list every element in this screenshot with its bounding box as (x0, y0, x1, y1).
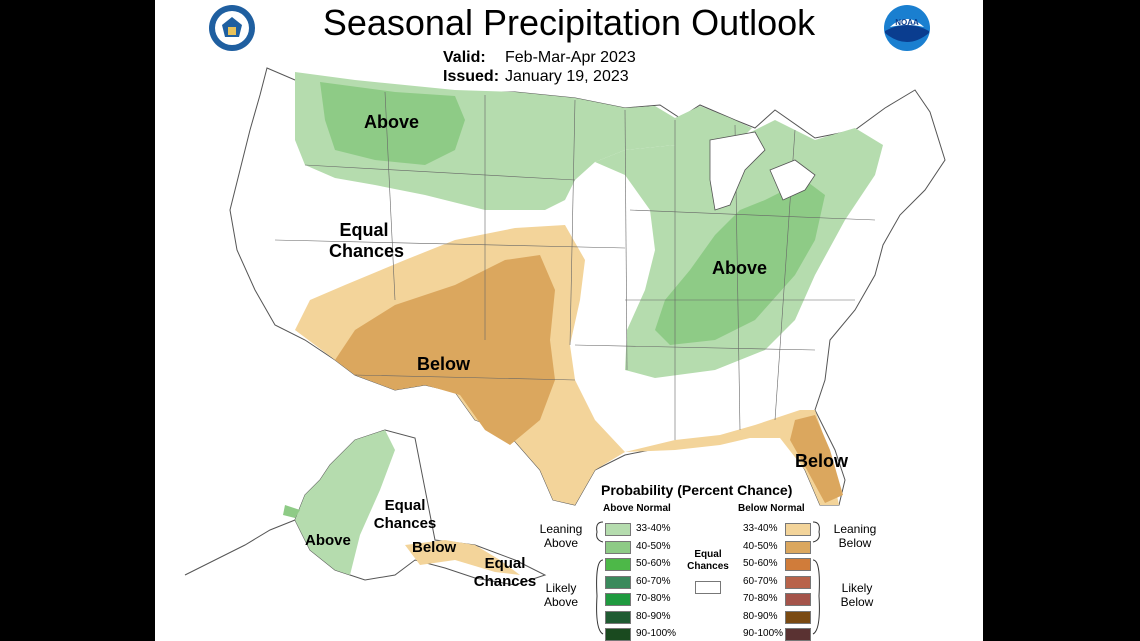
legend-leaning-below-line1: Leaning (833, 522, 877, 536)
great-lakes (709, 131, 816, 211)
legend-above-swatch (605, 593, 631, 606)
outlook-map-panel: Seasonal Precipitation Outlook Valid: Feb… (155, 0, 983, 641)
label-above-alaska: Above (305, 532, 351, 549)
legend-below-swatch (785, 628, 811, 641)
label-below-southwest: Below (417, 354, 471, 374)
state-borders (274, 91, 876, 440)
alaska-west-island (283, 505, 300, 518)
map-title: Seasonal Precipitation Outlook (322, 2, 816, 43)
label-equal-alaska: Equal Chances (373, 497, 437, 533)
legend-above-header: Above Normal (603, 503, 671, 514)
legend-below-swatch (785, 523, 811, 536)
precipitation-map (184, 67, 946, 586)
legend-likely-above-line1: Likely (545, 581, 577, 595)
alaska-above-region (295, 430, 395, 575)
legend-likely-above: Likely Above (533, 581, 589, 609)
legend-likely-below-line1: Likely (841, 581, 873, 595)
valid-label: Valid: (443, 49, 486, 66)
legend-below-range-label: 70-80% (743, 593, 778, 604)
valid-period: Valid: Feb-Mar-Apr 2023 (443, 49, 636, 67)
noaa-logo-text: NOAA (895, 18, 919, 27)
above-ohio-core (655, 180, 825, 345)
issued-value: January 19, 2023 (505, 68, 629, 85)
legend-above-range-label: 90-100% (636, 628, 677, 639)
legend-below-range-label: 40-50% (743, 540, 778, 552)
legend-equal-chances: Equal Chances (683, 549, 733, 573)
label-equal-aleutians-line2: Chances (473, 573, 537, 590)
legend-title: Probability (Percent Chance) (601, 482, 793, 498)
legend-below-range-label: 60-70% (743, 575, 778, 587)
legend-above-range-label: 70-80% (636, 593, 671, 604)
aleutians (184, 519, 296, 576)
legend-above-range-label: 33-40% (636, 523, 671, 534)
legend-above-range-label: 80-90% (636, 610, 671, 622)
legend-below-swatch (785, 593, 811, 606)
valid-value: Feb-Mar-Apr 2023 (505, 49, 636, 66)
below-southwest-core (335, 255, 555, 445)
legend-leaning-below: Leaning Below (825, 522, 885, 550)
label-above-east: Above (712, 258, 768, 278)
legend-above-swatch (605, 575, 631, 589)
legend-above-range-label: 40-50% (636, 540, 671, 552)
legend-above-swatch (605, 558, 631, 571)
legend-likely-below-line2: Below (840, 595, 874, 609)
legend-below-swatch (785, 610, 811, 624)
issued-label: Issued: (443, 68, 500, 85)
label-equal-west-line2: Chances (329, 241, 405, 261)
legend-above-swatch (605, 540, 631, 554)
legend-below-range-label: 80-90% (743, 610, 778, 622)
label-equal-west-line1: Equal (339, 220, 389, 240)
legend-below-range-label: 90-100% (743, 628, 784, 639)
legend-below-range-label: 50-60% (743, 558, 778, 569)
legend-above-range-label: 50-60% (636, 558, 671, 569)
label-equal-alaska-line1: Equal (384, 497, 426, 514)
above-northwest-core (320, 82, 465, 165)
alaska-below-region (405, 540, 520, 575)
legend-leaning-below-line2: Below (838, 536, 872, 550)
legend-below-swatch (785, 558, 811, 571)
legend-below-header: Below Normal (738, 503, 805, 514)
legend-above-range-label: 60-70% (636, 575, 671, 587)
label-equal-alaska-line2: Chances (373, 515, 437, 532)
label-below-florida: Below (795, 451, 849, 471)
legend-equal-line2: Chances (687, 561, 729, 572)
below-gulf-band (625, 410, 839, 505)
legend-below-swatch (785, 540, 811, 554)
legend-equal-swatch (695, 581, 721, 594)
label-equal-aleutians-line1: Equal (484, 555, 526, 572)
noaa-logo-icon: NOAA (884, 5, 930, 51)
legend-leaning-above-line2: Above (543, 536, 579, 550)
label-equal-aleutians: Equal Chances (472, 555, 538, 591)
legend-below-swatch (785, 575, 811, 589)
legend-below-braces (812, 521, 820, 635)
legend-above-swatch (605, 628, 631, 641)
legend-below-range-label: 33-40% (743, 523, 778, 534)
label-above-northwest: Above (364, 112, 420, 132)
legend-likely-above-line2: Above (543, 595, 579, 609)
legend-leaning-above-line1: Leaning (539, 522, 583, 536)
issued-date: Issued: January 19, 2023 (443, 68, 629, 86)
legend-above-swatch (605, 610, 631, 624)
below-florida-core (790, 415, 843, 503)
legend-above-swatch (605, 523, 631, 536)
legend-above-braces (596, 521, 604, 635)
legend-leaning-above: Leaning Above (531, 522, 591, 550)
label-equal-west: Equal Chances (329, 220, 405, 262)
commerce-seal-icon (209, 5, 255, 51)
legend-likely-below: Likely Below (829, 581, 885, 609)
legend-equal-line1: Equal (694, 549, 722, 560)
label-below-alaska: Below (412, 539, 457, 556)
